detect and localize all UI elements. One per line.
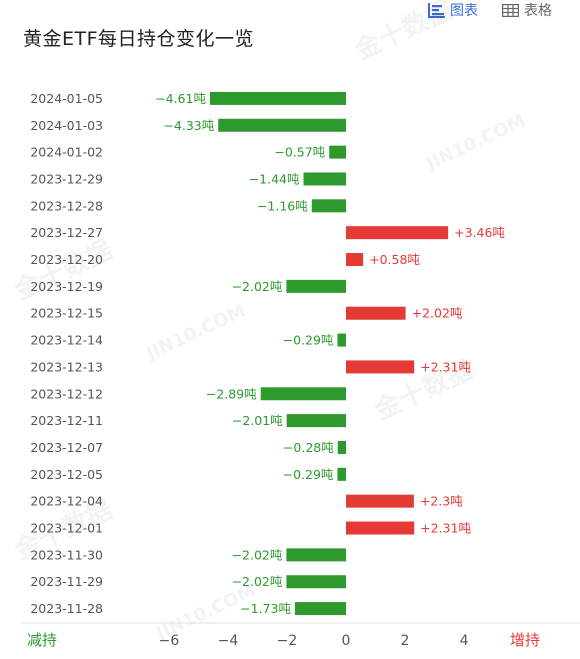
y-tick-label: 2023-11-30 [30, 547, 103, 562]
decrease-bar[interactable] [337, 333, 347, 347]
decrease-bar[interactable] [209, 91, 347, 105]
bar-value-label: +2.31吨 [420, 359, 471, 374]
y-tick-label: 2023-12-27 [30, 225, 103, 240]
decrease-bar[interactable] [311, 199, 347, 213]
y-tick-label: 2023-12-07 [30, 440, 103, 455]
y-tick-label: 2023-12-14 [30, 333, 103, 348]
y-tick-label: 2024-01-02 [30, 145, 103, 160]
increase-bar[interactable] [346, 226, 449, 240]
decrease-bar[interactable] [329, 145, 347, 159]
bar-value-label: −2.89吨 [206, 386, 257, 401]
svg-text:金十数据: 金十数据 [349, 0, 457, 67]
bar-value-label: −4.33吨 [163, 118, 214, 133]
tab-table-label: 表格 [524, 3, 552, 19]
bar-value-label: −1.44吨 [249, 171, 300, 186]
decrease-label: 减持 [27, 631, 57, 649]
decrease-bar[interactable] [286, 575, 347, 589]
y-tick-label: 2023-12-20 [30, 252, 103, 267]
x-tick-label: −4 [218, 633, 239, 649]
y-tick-label: 2023-12-05 [30, 467, 103, 482]
y-tick-label: 2023-12-19 [30, 279, 103, 294]
decrease-bar[interactable] [260, 387, 347, 401]
decrease-bar[interactable] [303, 172, 347, 186]
x-tick-label: 0 [342, 633, 351, 649]
increase-bar[interactable] [346, 253, 364, 267]
bar-value-label: +3.46吨 [454, 225, 505, 240]
x-tick-label: −6 [159, 633, 180, 649]
bar-value-label: −0.29吨 [283, 333, 334, 348]
bar-value-label: −1.73吨 [240, 601, 291, 616]
decrease-bar[interactable] [294, 602, 347, 616]
bar-value-label: −2.02吨 [232, 547, 283, 562]
bar-value-label: −0.57吨 [274, 145, 325, 160]
bar-value-label: +2.3吨 [420, 494, 463, 509]
svg-text:金十数据: 金十数据 [9, 234, 117, 306]
decrease-bar[interactable] [337, 467, 347, 481]
x-tick-label: 4 [460, 633, 469, 649]
y-tick-label: 2023-12-13 [30, 359, 103, 374]
bar-value-label: −4.61吨 [155, 91, 206, 106]
y-tick-label: 2023-12-01 [30, 521, 103, 536]
y-tick-label: 2023-12-12 [30, 386, 103, 401]
page-title: 黄金ETF每日持仓变化一览 [23, 28, 255, 50]
bar-value-label: −0.28吨 [283, 440, 334, 455]
y-tick-label: 2023-12-04 [30, 494, 103, 509]
y-tick-label: 2023-12-28 [30, 198, 103, 213]
increase-bar[interactable] [346, 306, 406, 320]
bar-value-label: +0.58吨 [369, 252, 420, 267]
x-tick-label: 2 [401, 633, 410, 649]
y-tick-label: 2023-12-29 [30, 171, 103, 186]
decrease-bar[interactable] [286, 414, 347, 428]
x-ticks-layer: −6 −4 −2 0 2 4 [159, 633, 469, 649]
decrease-bar[interactable] [286, 548, 347, 562]
y-tick-label: 2024-01-05 [30, 91, 103, 106]
tab-chart[interactable]: 图表 [428, 0, 478, 20]
bar-value-label: −2.02吨 [232, 279, 283, 294]
x-tick-label: −2 [277, 633, 298, 649]
bar-value-label: +2.02吨 [412, 306, 463, 321]
increase-bar[interactable] [346, 360, 415, 374]
bar-value-label: −2.01吨 [232, 413, 283, 428]
bar-value-label: −0.29吨 [283, 467, 334, 482]
bar-chart-icon [428, 2, 445, 18]
y-tick-label: 2023-12-15 [30, 306, 103, 321]
decrease-bar[interactable] [286, 279, 347, 293]
bars-layer: 2024-01-05 −4.61吨 2024-01-03 −4.33吨 2024-01-… [30, 91, 505, 616]
increase-label: 增持 [510, 631, 540, 649]
svg-text:JIN10.COM: JIN10.COM [141, 300, 248, 365]
y-tick-label: 2023-11-29 [30, 574, 103, 589]
increase-bar[interactable] [346, 494, 414, 508]
bar-value-label: +2.31吨 [420, 521, 471, 536]
y-tick-label: 2024-01-03 [30, 118, 103, 133]
decrease-bar[interactable] [218, 118, 347, 132]
table-icon [502, 3, 519, 17]
y-tick-label: 2023-11-28 [30, 601, 103, 616]
bar-value-label: −1.16吨 [257, 198, 308, 213]
tab-chart-label: 图表 [450, 3, 478, 19]
y-tick-label: 2023-12-11 [30, 413, 103, 428]
tab-table[interactable]: 表格 [502, 0, 552, 20]
bar-value-label: −2.02吨 [232, 574, 283, 589]
decrease-bar[interactable] [337, 440, 347, 454]
increase-bar[interactable] [346, 521, 415, 535]
svg-text:JIN10.COM: JIN10.COM [421, 110, 528, 175]
